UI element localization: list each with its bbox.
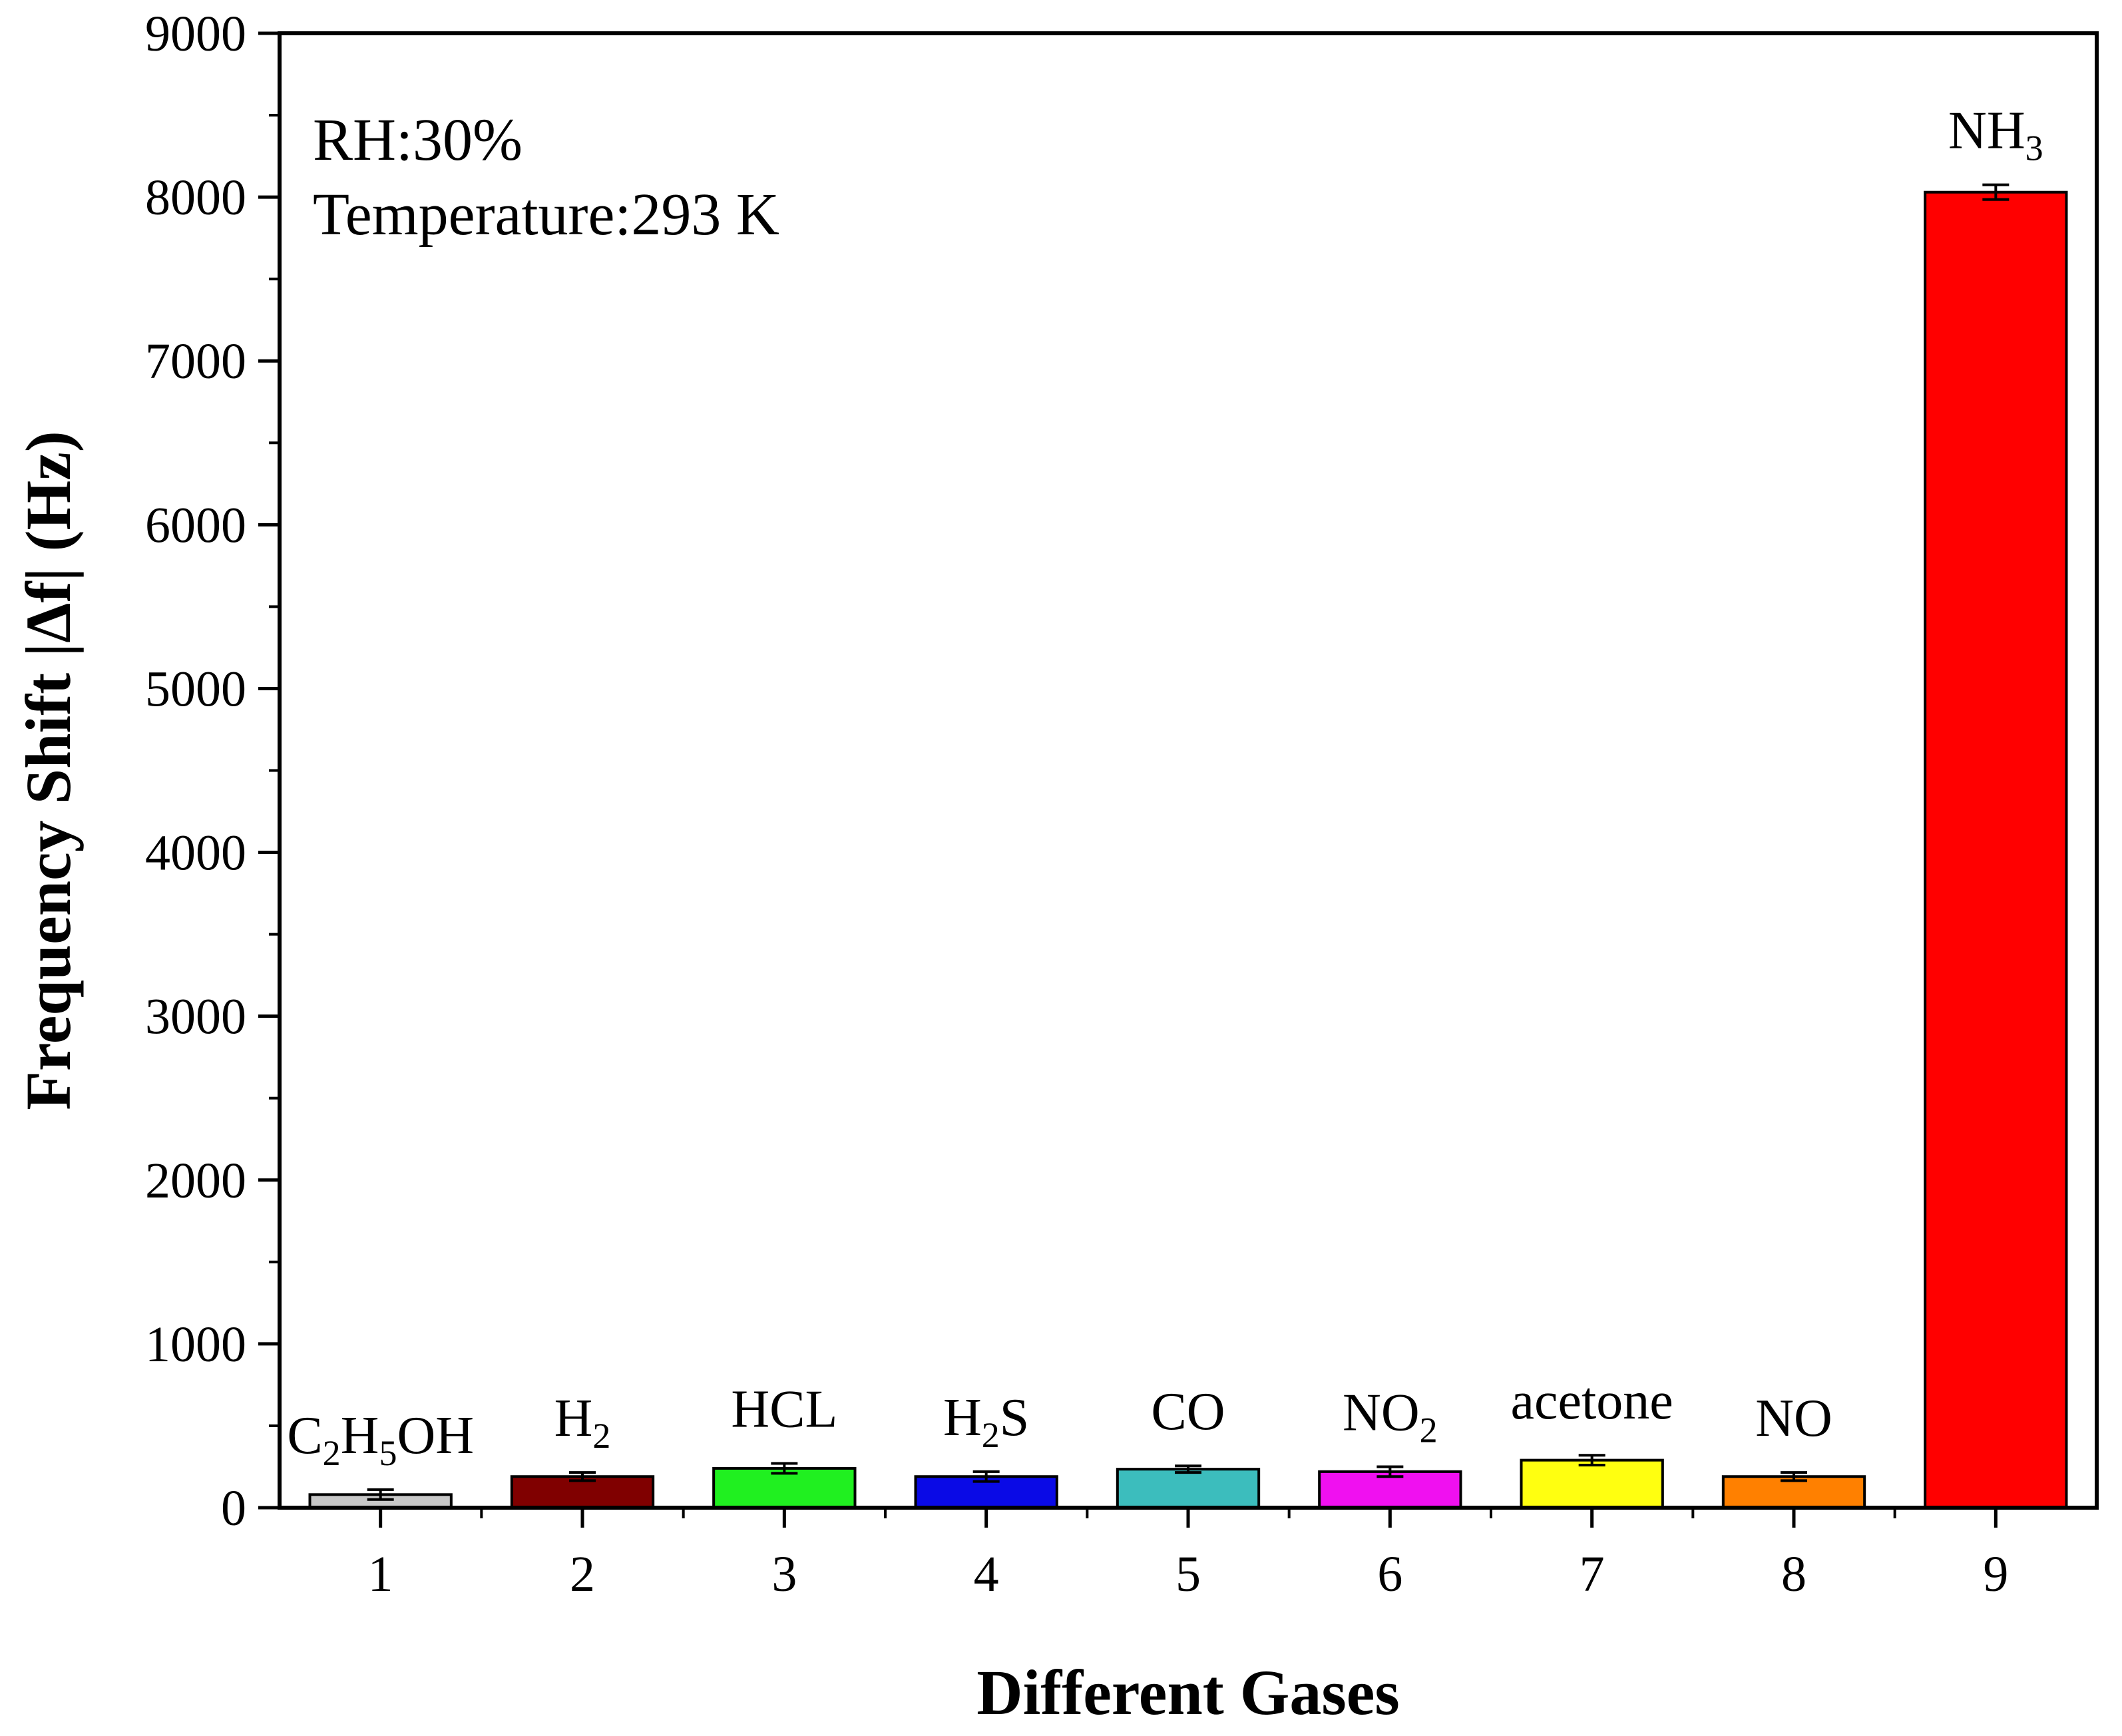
y-tick-label: 7000 [145,333,246,389]
bar-label-7: acetone [1511,1372,1673,1430]
error-bar-9 [1982,183,2010,201]
bar-label-8: NO [1755,1389,1832,1448]
error-bar-7 [1578,1454,1605,1467]
y-tick-label: 2000 [145,1153,246,1209]
annotation-rh: RH:30% [313,107,523,173]
x-tick-label: 7 [1580,1546,1605,1602]
bar-labels-layer: C2H5OH H2 HCL H2S CO NO2 acetone NO NH3 [287,102,2043,1473]
annotation-temperature: Temperature:293 K [313,182,779,248]
x-tick-label: 1 [368,1546,393,1602]
error-bar-3 [771,1462,798,1475]
bar-label-6: NO2 [1343,1383,1438,1450]
error-bar-1 [367,1488,394,1501]
error-bar-5 [1175,1464,1201,1474]
x-tick-label: 2 [570,1546,595,1602]
y-tick-label: 6000 [145,497,246,553]
error-bars-layer [367,183,2010,1501]
y-tick-label: 3000 [145,989,246,1045]
x-tick-label: 5 [1175,1546,1201,1602]
bar-label-9: NH3 [1948,102,2043,168]
y-tick-label: 0 [221,1480,246,1536]
x-tick-label: 9 [1983,1546,2008,1602]
error-bar-6 [1377,1465,1404,1478]
x-tick-label: 3 [771,1546,797,1602]
y-tick-label: 9000 [145,6,246,62]
bar-label-2: H2 [554,1389,611,1456]
y-tick-label: 4000 [145,825,246,881]
y-axis-title: Frequency Shift |Δf| (Hz) [13,431,84,1110]
bar-7 [1520,1458,1664,1509]
bar-label-5: CO [1151,1383,1225,1441]
bar-5 [1116,1468,1261,1509]
y-tick-label: 5000 [145,661,246,717]
plot-frame [278,31,2099,1510]
bars-layer [308,190,2068,1510]
axis-ticks-layer: 1 2 3 4 5 6 7 8 9 0 1000 2000 3000 4000 5000 6000 7000 80… [145,6,2008,1602]
x-axis-title: Different Gases [976,1657,1399,1728]
error-bar-8 [1781,1471,1807,1482]
bar-9 [1924,190,2068,1509]
error-bar-4 [972,1470,1000,1483]
x-tick-label: 6 [1377,1546,1402,1602]
x-tick-label: 8 [1781,1546,1806,1602]
error-bar-2 [569,1471,596,1482]
y-tick-label: 8000 [145,170,246,226]
bar-label-4: H2S [943,1389,1029,1455]
bar-label-3: HCL [731,1381,837,1439]
bar-label-1: C2H5OH [287,1407,474,1473]
x-tick-label: 4 [974,1546,999,1602]
y-tick-label: 1000 [145,1317,246,1373]
